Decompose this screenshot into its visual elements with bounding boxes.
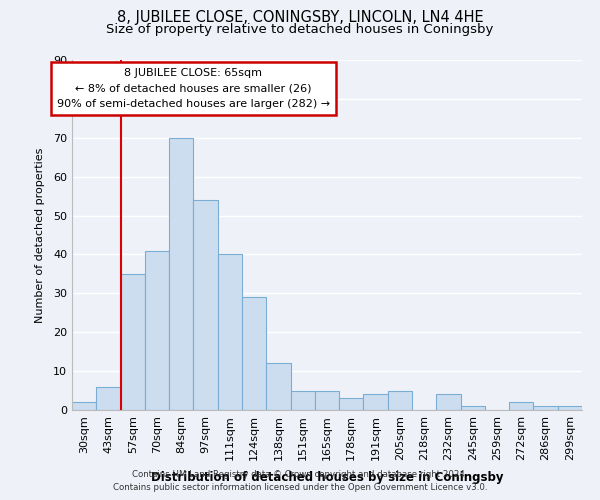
Y-axis label: Number of detached properties: Number of detached properties (35, 148, 44, 322)
Bar (121, 274, 145, 410)
Bar (290, 390, 315, 410)
Bar (388, 390, 412, 410)
Bar (533, 406, 558, 410)
Text: 8, JUBILEE CLOSE, CONINGSBY, LINCOLN, LN4 4HE: 8, JUBILEE CLOSE, CONINGSBY, LINCOLN, LN… (116, 10, 484, 25)
Bar (364, 394, 388, 410)
Bar (242, 297, 266, 410)
Bar (315, 390, 339, 410)
Bar (339, 398, 364, 410)
Bar (169, 138, 193, 410)
Bar (461, 406, 485, 410)
Bar (96, 386, 121, 410)
Bar (509, 402, 533, 410)
Bar (72, 402, 96, 410)
Bar (436, 394, 461, 410)
Text: 8 JUBILEE CLOSE: 65sqm
← 8% of detached houses are smaller (26)
90% of semi-deta: 8 JUBILEE CLOSE: 65sqm ← 8% of detached … (57, 68, 330, 109)
Bar (266, 364, 290, 410)
Bar (558, 406, 582, 410)
Bar (193, 200, 218, 410)
Text: Contains HM Land Registry data © Crown copyright and database right 2024.
Contai: Contains HM Land Registry data © Crown c… (113, 470, 487, 492)
Bar (218, 254, 242, 410)
Text: Size of property relative to detached houses in Coningsby: Size of property relative to detached ho… (106, 22, 494, 36)
X-axis label: Distribution of detached houses by size in Coningsby: Distribution of detached houses by size … (151, 471, 503, 484)
Bar (145, 250, 169, 410)
